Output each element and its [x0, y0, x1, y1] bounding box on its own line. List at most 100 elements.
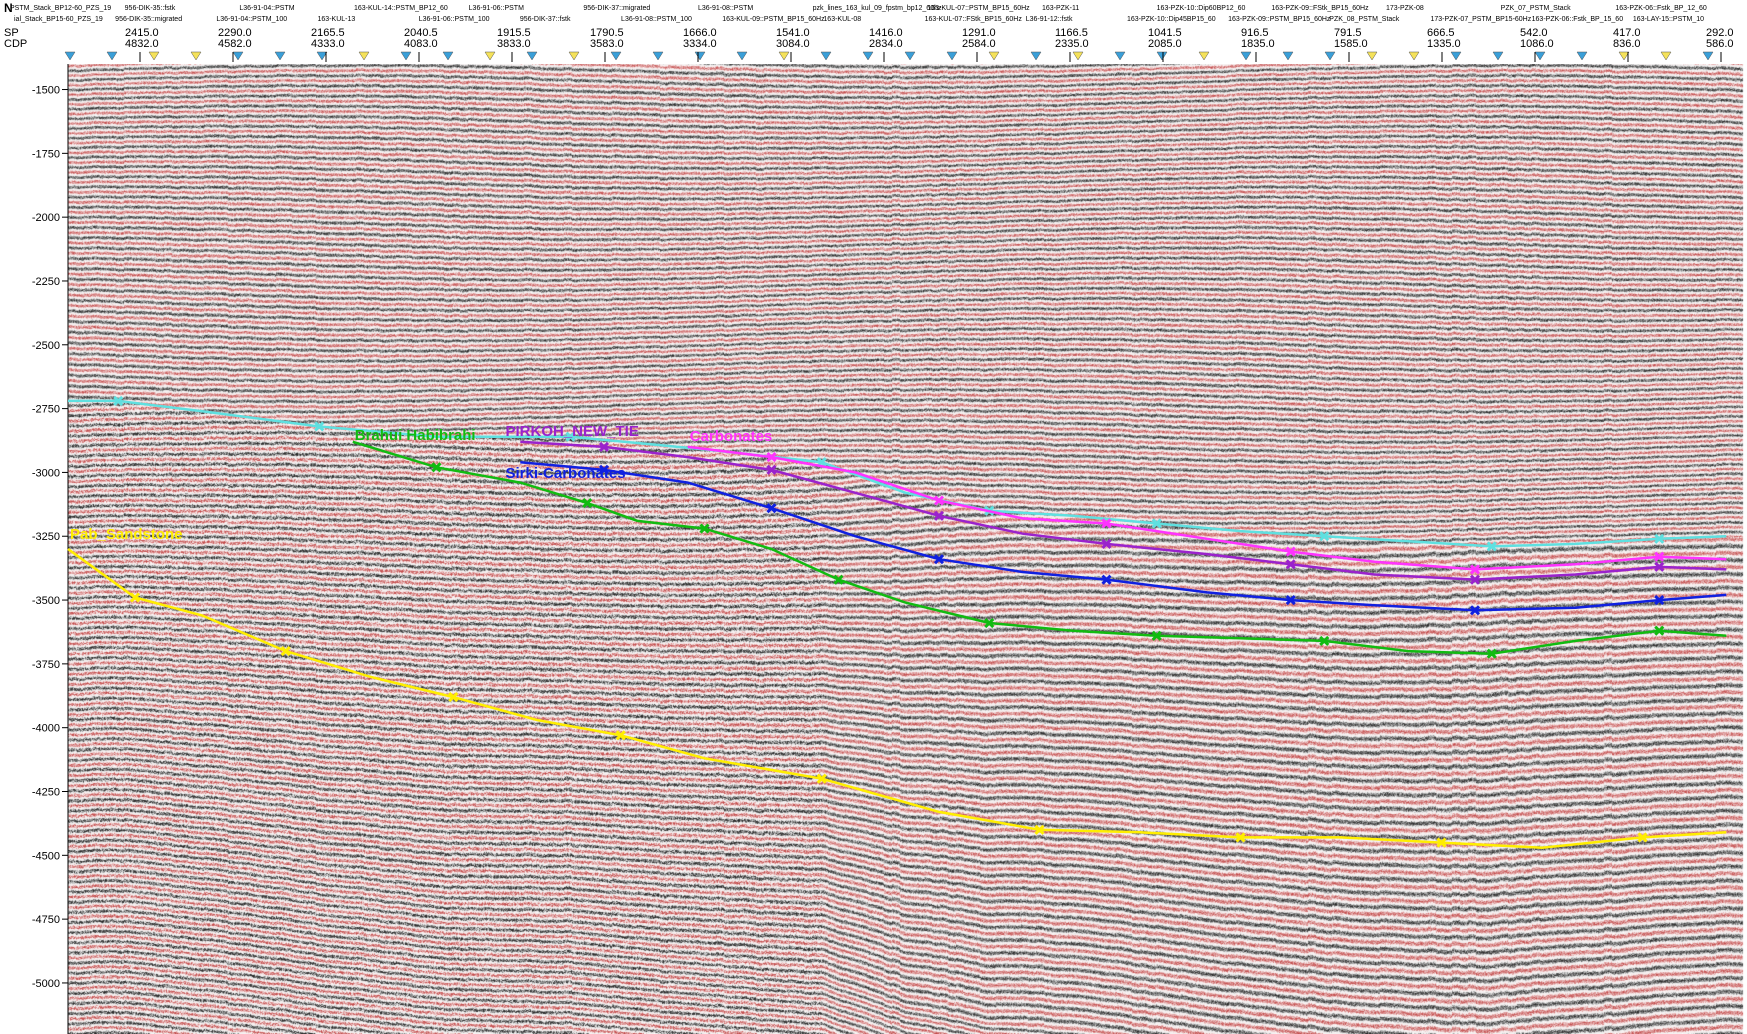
- y-tick-label: -2000: [32, 212, 60, 224]
- line-label: ial_Stack_BP15-60_PZS_19: [14, 16, 103, 23]
- line-label: 956-DIK-37::fstk: [520, 16, 571, 23]
- y-tick-label: -5000: [32, 978, 60, 990]
- line-label: L36-91-06::PSTM_100: [419, 16, 490, 23]
- horizon-pick: [598, 441, 610, 452]
- horizon-pick: [1101, 574, 1112, 585]
- horizon-pick: [1436, 837, 1447, 848]
- horizon-pick: [816, 773, 827, 784]
- y-tick-label: -3750: [32, 659, 60, 671]
- well-marker-blue: [1030, 51, 1042, 61]
- well-marker-blue: [1492, 51, 1504, 61]
- well-marker-yellow: [1660, 51, 1672, 61]
- cdp-value: 4582.0: [218, 38, 252, 50]
- horizon-pick: [1319, 635, 1330, 646]
- y-tick-label: -1750: [32, 148, 60, 160]
- sp-value: 417.0: [1613, 27, 1641, 39]
- sp-value: 292.0: [1706, 27, 1734, 39]
- line-label: PZK_08_PSTM_Stack: [1329, 16, 1400, 23]
- well-marker-blue: [736, 51, 748, 61]
- line-label: 163-KUL-07::FStk_BP15_60Hz: [925, 16, 1023, 23]
- north-label: N: [4, 1, 13, 15]
- horizon-pick: [699, 523, 710, 534]
- horizon-label: Pab_Sandstone: [70, 526, 183, 543]
- cdp-row-label: CDP: [4, 38, 27, 50]
- well-marker-blue: [820, 51, 832, 61]
- horizon-pick: [1486, 541, 1497, 552]
- well-marker-blue: [1240, 51, 1252, 61]
- line-label: 163-PZK-11: [1042, 5, 1079, 12]
- horizon-pick: [1285, 559, 1296, 570]
- well-marker-yellow: [1366, 51, 1378, 61]
- horizon-pick: [1151, 630, 1162, 641]
- sp-value: 2415.0: [125, 27, 159, 39]
- well-marker-yellow: [358, 51, 370, 61]
- horizon-pick: [1235, 832, 1246, 843]
- line-label: 163-KUL-09::PSTM_BP15_60Hz: [722, 16, 825, 23]
- horizon-line: [67, 547, 1727, 849]
- horizon-pick: [833, 574, 844, 585]
- sp-value: 1790.5: [590, 27, 624, 39]
- cdp-value: 4333.0: [311, 38, 345, 50]
- well-marker-blue: [1156, 51, 1168, 61]
- sp-value: 1291.0: [962, 27, 996, 39]
- horizon-line: [520, 460, 1727, 612]
- line-label: 163-KUL-07::PSTM_BP15_60Hz: [927, 5, 1030, 12]
- horizon-pick: [933, 495, 945, 506]
- horizon-pick: [1285, 594, 1296, 606]
- line-label: 163-KUL-08: [823, 16, 861, 23]
- sp-value: 2290.0: [218, 27, 252, 39]
- y-tick-label: -4500: [32, 850, 60, 862]
- well-marker-blue: [652, 51, 664, 61]
- well-marker-blue: [274, 51, 286, 61]
- line-label: PSTM_Stack_BP12-60_PZS_19: [10, 5, 111, 12]
- well-marker-blue: [1324, 51, 1336, 61]
- y-tick-label: -4250: [32, 787, 60, 799]
- cdp-value: 4083.0: [404, 38, 438, 50]
- horizon-line: [520, 440, 1727, 581]
- y-tick-label: -3250: [32, 531, 60, 543]
- horizon-pick: [984, 617, 995, 629]
- horizon-pick: [1654, 594, 1665, 606]
- well-marker-yellow: [148, 51, 160, 61]
- line-label: 163-PZK-10::Dip45BP15_60: [1127, 16, 1216, 23]
- horizon-pick: [129, 592, 141, 603]
- cdp-value: 1585.0: [1334, 38, 1368, 50]
- sp-value: 2165.5: [311, 27, 345, 39]
- well-marker-blue: [862, 51, 874, 61]
- well-marker-blue: [106, 51, 118, 61]
- horizon-pick: [933, 510, 945, 521]
- well-marker-yellow: [988, 51, 1000, 61]
- well-marker-blue: [946, 51, 958, 61]
- cdp-value: 1835.0: [1241, 38, 1275, 50]
- horizon-pick: [598, 464, 610, 475]
- sp-value: 1666.0: [683, 27, 717, 39]
- horizon-pick: [565, 431, 576, 442]
- cdp-value: 2834.0: [869, 38, 903, 50]
- well-marker-blue: [232, 51, 244, 61]
- horizon-pick: [1637, 832, 1648, 843]
- horizon-pick: [1654, 551, 1665, 562]
- horizon-pick: [1654, 533, 1665, 544]
- line-label: 163-KUL-14::PSTM_BP12_60: [354, 5, 448, 12]
- sp-value: 1041.5: [1148, 27, 1182, 39]
- y-tick-label: -3000: [32, 467, 60, 479]
- horizon-pick: [582, 497, 593, 509]
- cdp-value: 3833.0: [497, 38, 531, 50]
- well-marker-yellow: [568, 51, 580, 61]
- cdp-value: 836.0: [1613, 38, 1641, 50]
- well-marker-blue: [904, 51, 916, 61]
- horizon-pick: [1285, 546, 1296, 557]
- horizon-pick: [113, 395, 124, 407]
- well-marker-yellow: [1408, 51, 1420, 61]
- horizon-pick: [448, 691, 459, 703]
- well-marker-blue: [442, 51, 454, 61]
- sp-value: 666.5: [1427, 27, 1455, 39]
- line-label: 173-PZK-08: [1386, 5, 1424, 12]
- sp-value: 1915.5: [497, 27, 531, 39]
- horizon-label: Brahui Habibrahi: [355, 427, 476, 444]
- line-label: 163-KUL-13: [318, 16, 356, 23]
- well-marker-blue: [1576, 51, 1588, 61]
